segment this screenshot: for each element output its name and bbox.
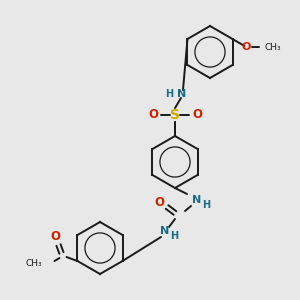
Text: CH₃: CH₃	[265, 43, 281, 52]
Text: H: H	[170, 231, 178, 241]
Text: O: O	[154, 196, 164, 209]
Text: O: O	[50, 230, 61, 244]
Text: O: O	[242, 42, 251, 52]
Text: N: N	[160, 226, 169, 236]
Text: H: H	[202, 200, 210, 210]
Text: N: N	[177, 89, 186, 99]
Text: H: H	[165, 89, 173, 99]
Text: S: S	[170, 108, 180, 122]
Text: O: O	[148, 109, 158, 122]
Text: O: O	[192, 109, 202, 122]
Text: CH₃: CH₃	[26, 260, 43, 268]
Text: N: N	[192, 195, 202, 205]
